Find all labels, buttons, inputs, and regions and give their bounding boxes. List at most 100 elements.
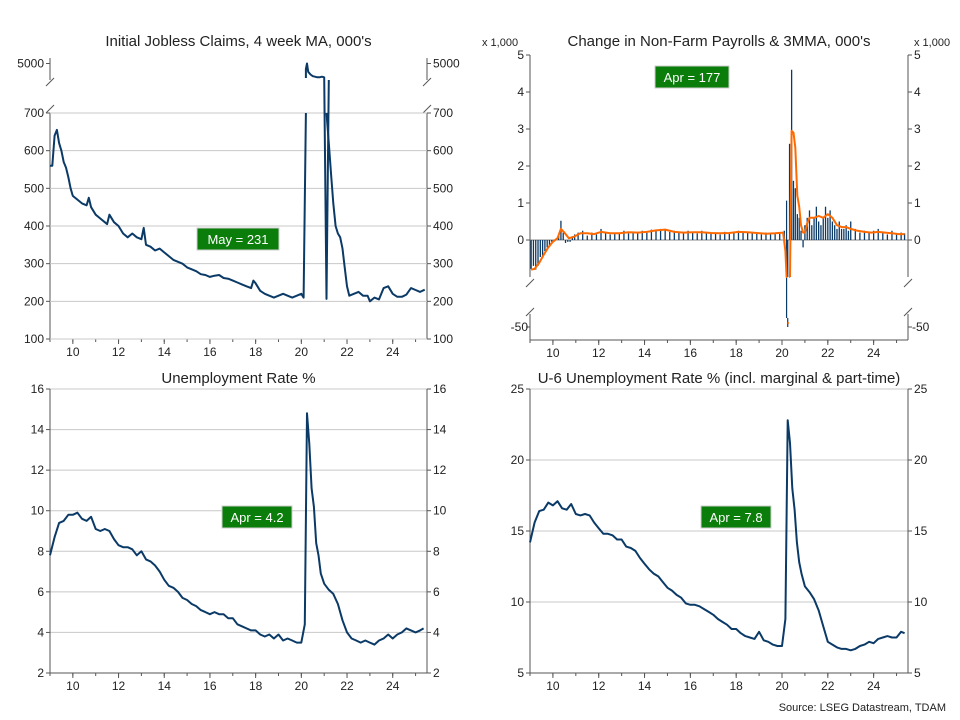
y-tick-label: 12	[31, 463, 45, 477]
y-tick-label: 700	[433, 106, 453, 120]
x-tick-label: 14	[158, 679, 172, 693]
y-tick-label: 10	[31, 504, 45, 518]
y-tick-label: 8	[433, 544, 440, 558]
x-tick-label: 24	[867, 346, 881, 360]
y-tick-label: 2	[37, 666, 44, 680]
x-tick-label: 20	[295, 679, 309, 693]
chart-title: Change in Non-Farm Payrolls & 3MMA, 000'…	[568, 33, 871, 50]
axis-break-mark	[525, 278, 535, 288]
x-tick-label: 20	[775, 346, 789, 360]
x-tick-label: 16	[684, 346, 698, 360]
x-tick-label: 16	[203, 345, 217, 359]
annotation-badge	[196, 227, 280, 251]
y-tick-label: 20	[511, 453, 525, 467]
y-tick-label: 1	[914, 196, 921, 210]
y-tick-label: -50	[912, 320, 930, 334]
chart-title: U-6 Unemployment Rate % (incl. marginal …	[538, 370, 901, 387]
x-tick-label: 20	[775, 679, 789, 693]
y-tick-label: 5000	[17, 57, 44, 71]
y-tick-label: 300	[433, 257, 453, 271]
x-tick-label: 22	[821, 346, 835, 360]
multiplier-right: x 1,000	[914, 37, 950, 49]
x-tick-label: 18	[249, 345, 263, 359]
y-tick-label: 0	[517, 233, 524, 247]
y-tick-label: 10	[433, 504, 447, 518]
x-tick-label: 12	[112, 679, 126, 693]
panel-jobless-claims: Initial Jobless Claims, 4 week MA, 000's…	[17, 33, 460, 359]
y-tick-label: -50	[511, 320, 529, 334]
x-tick-label: 10	[546, 679, 560, 693]
source-note: Source: LSEG Datastream, TDAM	[778, 702, 946, 714]
y-tick-label: 200	[433, 294, 453, 308]
y-tick-label: 16	[433, 382, 447, 396]
axis-break-mark	[525, 307, 535, 317]
x-tick-label: 10	[546, 346, 560, 360]
x-tick-label: 22	[821, 679, 835, 693]
x-tick-label: 22	[340, 345, 354, 359]
annotation-badge	[654, 65, 730, 89]
y-tick-label: 600	[433, 144, 453, 158]
x-tick-label: 24	[867, 679, 881, 693]
y-tick-label: 14	[433, 423, 447, 437]
x-tick-label: 12	[592, 346, 606, 360]
x-tick-label: 10	[66, 679, 80, 693]
y-tick-label: 5	[914, 48, 921, 62]
y-tick-label: 3	[517, 122, 524, 136]
x-tick-label: 18	[249, 679, 263, 693]
axis-break-mark	[903, 278, 913, 288]
y-tick-label: 14	[31, 423, 45, 437]
annotation-label: Apr = 177	[664, 70, 721, 85]
y-tick-label: 12	[433, 463, 447, 477]
y-tick-label: 10	[914, 595, 928, 609]
y-tick-label: 500	[24, 181, 44, 195]
annotation-label: May = 231	[207, 232, 268, 247]
x-tick-label: 18	[730, 346, 744, 360]
y-tick-label: 400	[433, 219, 453, 233]
chart-title: Initial Jobless Claims, 4 week MA, 000's	[105, 33, 371, 50]
payroll-3mma-line	[789, 129, 905, 278]
y-tick-label: 3	[914, 122, 921, 136]
y-tick-label: 2	[433, 666, 440, 680]
y-tick-label: 0	[914, 233, 921, 247]
x-tick-label: 24	[386, 345, 400, 359]
y-tick-label: 4	[433, 625, 440, 639]
annotation-label: Apr = 4.2	[230, 510, 283, 525]
axis-break-mark	[45, 77, 55, 87]
axis-break-mark	[903, 307, 913, 317]
x-tick-label: 10	[66, 345, 80, 359]
y-tick-label: 16	[31, 382, 45, 396]
y-tick-label: 500	[433, 181, 453, 195]
y-tick-label: 5	[517, 666, 524, 680]
y-tick-label: 15	[511, 524, 525, 538]
y-tick-label: 4	[37, 625, 44, 639]
y-tick-label: 100	[433, 332, 453, 346]
y-tick-label: 8	[37, 544, 44, 558]
x-tick-label: 24	[386, 679, 400, 693]
y-tick-label: 15	[914, 524, 928, 538]
y-tick-label: 2	[517, 159, 524, 173]
x-tick-label: 14	[158, 345, 172, 359]
y-tick-label: 100	[24, 332, 44, 346]
x-tick-label: 20	[295, 345, 309, 359]
y-tick-label: 25	[914, 382, 928, 396]
x-tick-label: 18	[730, 679, 744, 693]
axis-break-mark	[45, 104, 55, 114]
x-tick-label: 14	[638, 346, 652, 360]
claims-series-line	[304, 62, 330, 300]
claims-series-line	[50, 112, 307, 299]
chart-title: Unemployment Rate %	[161, 370, 315, 387]
payroll-3mma-line	[530, 227, 788, 278]
multiplier-left: x 1,000	[482, 37, 518, 49]
claims-series-line	[325, 112, 426, 303]
annotation-label: Apr = 7.8	[709, 510, 762, 525]
y-tick-label: 20	[914, 453, 928, 467]
y-tick-label: 400	[24, 219, 44, 233]
x-tick-label: 16	[203, 679, 217, 693]
x-tick-label: 22	[340, 679, 354, 693]
y-tick-label: 1	[517, 196, 524, 210]
y-tick-label: 4	[914, 85, 921, 99]
annotation-badge	[700, 505, 772, 529]
y-tick-label: 2	[914, 159, 921, 173]
